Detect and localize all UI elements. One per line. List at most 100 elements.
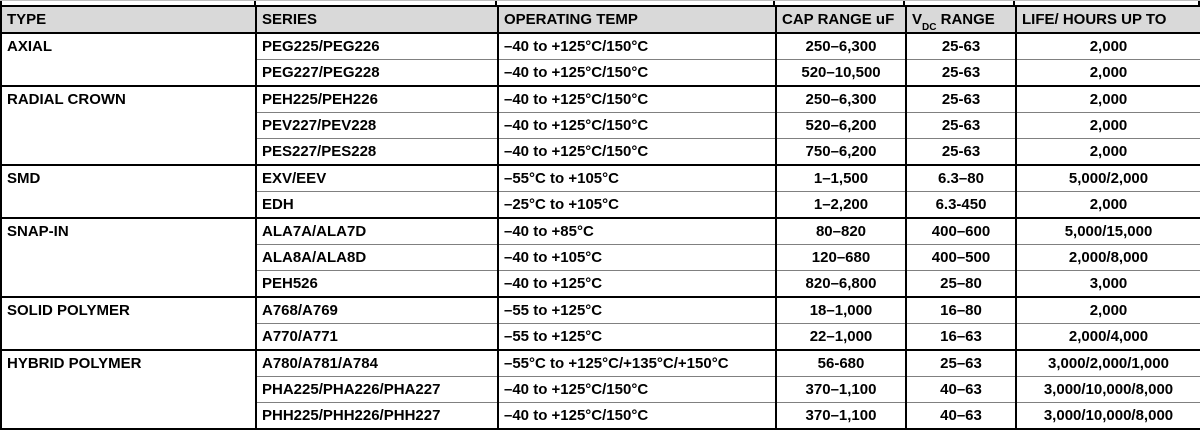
life-hours-cell: 5,000/2,000 <box>1015 164 1200 192</box>
series-cell: PEG227/PEG228 <box>255 59 499 86</box>
type-cell: RADIAL CROWN <box>0 85 257 165</box>
table-row: RADIAL CROWN PEH225/PEH226 –40 to +125°C… <box>0 85 1200 165</box>
cap-range-cell: 120–680 <box>775 244 907 271</box>
life-hours-cell: 2,000 <box>1015 85 1200 113</box>
series-cell: A770/A771 <box>255 323 499 350</box>
table-row: A770/A771 –55 to +125°C 22–1,000 16–63 2… <box>1 323 1200 350</box>
table-row: PEG227/PEG228 –40 to +125°C/150°C 520–10… <box>1 59 1200 86</box>
temp-cell: –55°C to +105°C <box>497 164 777 192</box>
vdc-range-cell: 6.3–80 <box>905 164 1017 192</box>
table-row: ALA8A/ALA8D –40 to +105°C 120–680 400–50… <box>1 244 1200 271</box>
vdc-range-cell: 16–63 <box>905 323 1017 350</box>
life-hours-cell: 3,000/10,000/8,000 <box>1015 402 1200 429</box>
cap-range-cell: 22–1,000 <box>775 323 907 350</box>
vdc-range-cell: 25-63 <box>905 32 1017 60</box>
series-cell: EXV/EEV <box>255 164 499 192</box>
series-cell: PHA225/PHA226/PHA227 <box>255 376 499 403</box>
cap-range-cell: 80–820 <box>775 217 907 245</box>
cap-range-cell: 370–1,100 <box>775 402 907 429</box>
vdc-range-cell: 400–500 <box>905 244 1017 271</box>
vdc-range-cell: 16–80 <box>905 296 1017 324</box>
vdc-range-cell: 40–63 <box>905 376 1017 403</box>
cap-range-cell: 56-680 <box>775 349 907 377</box>
life-hours-cell: 2,000/8,000 <box>1015 244 1200 271</box>
vdc-rest: RANGE <box>936 11 995 28</box>
temp-cell: –40 to +105°C <box>497 244 777 271</box>
table-row: HYBRID POLYMER A780/A781/A784 –55°C to +… <box>0 349 1200 429</box>
table-row: SOLID POLYMER A768/A769 –55 to +125°C 18… <box>0 296 1200 350</box>
table-row: AXIAL PEG225/PEG226 –40 to +125°C/150°C … <box>0 32 1200 86</box>
series-cell: PEH526 <box>255 270 499 297</box>
temp-cell: –40 to +125°C/150°C <box>497 59 777 86</box>
top-crop-sliver <box>0 0 1200 5</box>
series-cell: EDH <box>255 191 499 218</box>
vdc-subscript: DC <box>922 22 937 33</box>
vdc-range-cell: 25-63 <box>905 138 1017 165</box>
life-hours-cell: 2,000 <box>1015 32 1200 60</box>
life-hours-cell: 3,000/10,000/8,000 <box>1015 376 1200 403</box>
type-cell: SOLID POLYMER <box>0 296 257 350</box>
cap-range-cell: 1–2,200 <box>775 191 907 218</box>
cap-range-cell: 18–1,000 <box>775 296 907 324</box>
type-cell: HYBRID POLYMER <box>0 349 257 429</box>
life-hours-cell: 2,000 <box>1015 138 1200 165</box>
series-cell: PEV227/PEV228 <box>255 112 499 139</box>
table-row: SMD EXV/EEV –55°C to +105°C 1–1,500 6.3–… <box>0 164 1200 218</box>
col-header-life-hours: LIFE/ HOURS UP TO <box>1015 6 1200 34</box>
temp-cell: –40 to +125°C/150°C <box>497 112 777 139</box>
series-cell: A780/A781/A784 <box>255 349 499 377</box>
life-hours-cell: 2,000 <box>1015 191 1200 218</box>
temp-cell: –40 to +125°C/150°C <box>497 402 777 429</box>
temp-cell: –55 to +125°C <box>497 296 777 324</box>
table-row: PEH526 –40 to +125°C 820–6,800 25–80 3,0… <box>1 270 1200 297</box>
temp-cell: –40 to +85°C <box>497 217 777 245</box>
col-header-cap-range: CAP RANGE uF <box>775 6 907 34</box>
life-hours-cell: 3,000 <box>1015 270 1200 297</box>
series-cell: ALA7A/ALA7D <box>255 217 499 245</box>
capacitor-spec-table: TYPE SERIES OPERATING TEMP CAP RANGE uF … <box>0 5 1200 430</box>
vdc-range-cell: 40–63 <box>905 402 1017 429</box>
life-hours-cell: 2,000/4,000 <box>1015 323 1200 350</box>
type-cell: SNAP-IN <box>0 217 257 297</box>
type-cell: AXIAL <box>0 32 257 86</box>
temp-cell: –40 to +125°C/150°C <box>497 376 777 403</box>
table-row: SNAP-IN ALA7A/ALA7D –40 to +85°C 80–820 … <box>0 217 1200 297</box>
cap-range-cell: 370–1,100 <box>775 376 907 403</box>
series-cell: A768/A769 <box>255 296 499 324</box>
temp-cell: –25°C to +105°C <box>497 191 777 218</box>
life-hours-cell: 2,000 <box>1015 296 1200 324</box>
vdc-range-cell: 25-63 <box>905 59 1017 86</box>
vdc-range-cell: 400–600 <box>905 217 1017 245</box>
series-cell: PEG225/PEG226 <box>255 32 499 60</box>
series-cell: PES227/PES228 <box>255 138 499 165</box>
cap-range-cell: 250–6,300 <box>775 32 907 60</box>
vdc-range-cell: 6.3-450 <box>905 191 1017 218</box>
cap-range-cell: 750–6,200 <box>775 138 907 165</box>
cap-range-cell: 520–10,500 <box>775 59 907 86</box>
table-row: EDH –25°C to +105°C 1–2,200 6.3-450 2,00… <box>1 191 1200 218</box>
temp-cell: –40 to +125°C/150°C <box>497 85 777 113</box>
series-cell: PEH225/PEH226 <box>255 85 499 113</box>
vdc-range-cell: 25–80 <box>905 270 1017 297</box>
vdc-range-cell: 25-63 <box>905 112 1017 139</box>
life-hours-cell: 2,000 <box>1015 112 1200 139</box>
temp-cell: –55°C to +125°C/+135°C/+150°C <box>497 349 777 377</box>
table-row: PHH225/PHH226/PHH227 –40 to +125°C/150°C… <box>1 402 1200 429</box>
life-hours-cell: 5,000/15,000 <box>1015 217 1200 245</box>
vdc-range-cell: 25–63 <box>905 349 1017 377</box>
cap-range-cell: 250–6,300 <box>775 85 907 113</box>
cap-range-cell: 1–1,500 <box>775 164 907 192</box>
vdc-range-cell: 25-63 <box>905 85 1017 113</box>
col-header-vdc-range: VDC RANGE <box>905 6 1017 34</box>
cap-range-cell: 820–6,800 <box>775 270 907 297</box>
vdc-base: V <box>912 11 923 28</box>
header-row: TYPE SERIES OPERATING TEMP CAP RANGE uF … <box>0 6 1200 34</box>
col-header-operating-temp: OPERATING TEMP <box>497 6 777 34</box>
temp-cell: –40 to +125°C/150°C <box>497 32 777 60</box>
col-header-type: TYPE <box>0 6 257 34</box>
temp-cell: –55 to +125°C <box>497 323 777 350</box>
temp-cell: –40 to +125°C <box>497 270 777 297</box>
life-hours-cell: 3,000/2,000/1,000 <box>1015 349 1200 377</box>
cap-range-cell: 520–6,200 <box>775 112 907 139</box>
